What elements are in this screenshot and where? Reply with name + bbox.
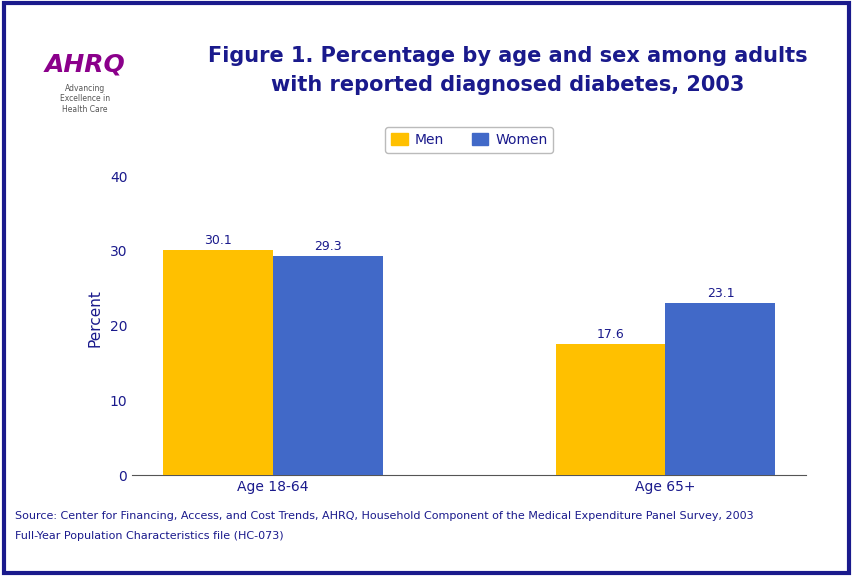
- Text: AHRQ: AHRQ: [44, 52, 125, 77]
- Y-axis label: Percent: Percent: [88, 289, 102, 347]
- Text: 30.1: 30.1: [204, 234, 232, 247]
- Bar: [163, 250, 273, 475]
- Text: 17.6: 17.6: [596, 328, 624, 340]
- Text: Advancing
Excellence in
Health Care: Advancing Excellence in Health Care: [60, 84, 110, 113]
- Text: Full-Year Population Characteristics file (HC-073): Full-Year Population Characteristics fil…: [15, 532, 284, 541]
- Text: Figure 1. Percentage by age and sex among adults: Figure 1. Percentage by age and sex amon…: [208, 46, 806, 66]
- Text: Source: Center for Financing, Access, and Cost Trends, AHRQ, Household Component: Source: Center for Financing, Access, an…: [15, 511, 753, 521]
- Text: 29.3: 29.3: [314, 240, 341, 253]
- Text: 23.1: 23.1: [705, 286, 734, 300]
- Legend: Men, Women: Men, Women: [385, 127, 552, 153]
- Text: with reported diagnosed diabetes, 2003: with reported diagnosed diabetes, 2003: [271, 75, 743, 95]
- Bar: [555, 344, 665, 475]
- Bar: [665, 302, 774, 475]
- Bar: [273, 256, 383, 475]
